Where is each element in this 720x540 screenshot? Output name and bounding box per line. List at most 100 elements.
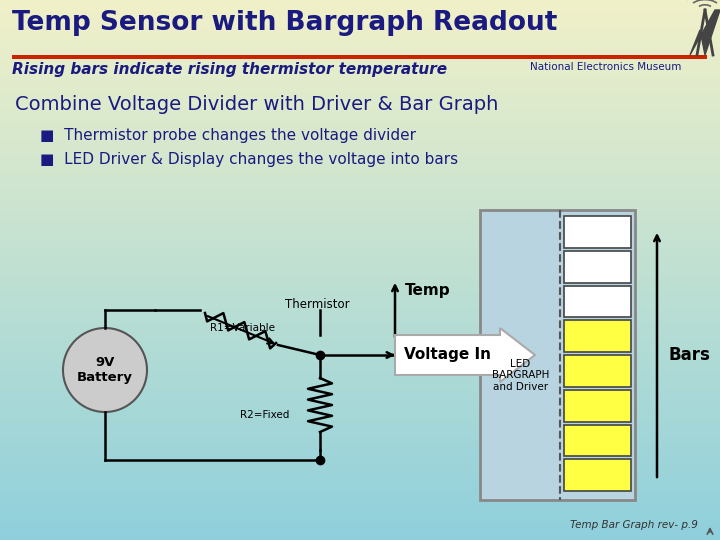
Bar	[0, 340, 720, 346]
Bar	[0, 329, 720, 335]
Bar	[12, 55, 707, 59]
Bar	[0, 38, 720, 43]
Bar	[0, 124, 720, 130]
Bar	[564, 390, 631, 422]
Bar	[0, 319, 720, 324]
Bar	[0, 535, 720, 540]
Bar	[0, 394, 720, 400]
FancyArrow shape	[395, 328, 535, 382]
Bar	[480, 210, 635, 500]
Bar	[564, 216, 631, 248]
Bar	[0, 410, 720, 416]
Bar	[564, 424, 631, 456]
Text: R2=Fixed: R2=Fixed	[240, 410, 289, 420]
Bar	[0, 259, 720, 265]
Circle shape	[63, 328, 147, 412]
Bar	[0, 238, 720, 243]
Bar	[0, 421, 720, 427]
Bar	[0, 324, 720, 329]
Bar	[0, 189, 720, 194]
Bar	[0, 146, 720, 151]
Bar	[0, 200, 720, 205]
Bar	[0, 383, 720, 389]
Bar	[0, 475, 720, 481]
Bar	[0, 529, 720, 535]
Bar	[0, 108, 720, 113]
Bar	[0, 140, 720, 146]
Bar	[0, 459, 720, 464]
Text: Voltage In: Voltage In	[404, 348, 491, 362]
Bar	[0, 432, 720, 437]
Bar	[0, 302, 720, 308]
Bar	[0, 43, 720, 49]
Text: R1=Variable: R1=Variable	[210, 323, 275, 333]
Bar	[0, 178, 720, 184]
Bar	[0, 443, 720, 448]
Text: 9V
Battery: 9V Battery	[77, 356, 133, 384]
Bar	[0, 502, 720, 508]
Bar	[0, 22, 720, 27]
Bar	[0, 518, 720, 524]
Bar	[0, 454, 720, 459]
Text: National Electronics Museum: National Electronics Museum	[530, 62, 681, 72]
Bar	[0, 130, 720, 135]
Bar	[0, 11, 720, 16]
Bar	[0, 254, 720, 259]
Text: Temp Sensor with Bargraph Readout: Temp Sensor with Bargraph Readout	[12, 10, 557, 36]
Bar	[0, 167, 720, 173]
Bar	[0, 351, 720, 356]
Bar	[0, 497, 720, 502]
Bar	[0, 486, 720, 491]
Bar	[0, 513, 720, 518]
Bar	[0, 362, 720, 367]
Bar	[0, 405, 720, 410]
Bar	[0, 211, 720, 216]
Text: Temp: Temp	[405, 282, 451, 298]
Bar	[0, 243, 720, 248]
Bar	[564, 286, 631, 317]
Text: Rising bars indicate rising thermistor temperature: Rising bars indicate rising thermistor t…	[12, 62, 447, 77]
Bar	[0, 194, 720, 200]
Text: LED
BARGRAPH
and Driver: LED BARGRAPH and Driver	[492, 359, 549, 392]
Bar	[0, 97, 720, 103]
Text: Bars: Bars	[669, 346, 711, 364]
Bar	[0, 92, 720, 97]
Text: Temp Bar Graph rev- p.9: Temp Bar Graph rev- p.9	[570, 520, 698, 530]
Bar	[564, 459, 631, 491]
Bar	[0, 248, 720, 254]
Bar	[0, 221, 720, 227]
Bar	[0, 59, 720, 65]
Bar	[0, 86, 720, 92]
Bar	[0, 27, 720, 32]
Bar	[0, 5, 720, 11]
Bar	[0, 275, 720, 281]
Bar	[0, 103, 720, 108]
Bar	[0, 173, 720, 178]
Bar	[0, 227, 720, 232]
Bar	[0, 308, 720, 313]
Bar	[564, 355, 631, 387]
Bar	[0, 81, 720, 86]
Polygon shape	[690, 10, 720, 55]
Bar	[0, 427, 720, 432]
Bar	[0, 54, 720, 59]
Bar	[0, 119, 720, 124]
Bar	[0, 232, 720, 238]
Bar	[0, 32, 720, 38]
Bar	[0, 481, 720, 486]
Bar	[0, 113, 720, 119]
Bar	[0, 16, 720, 22]
Bar	[0, 297, 720, 302]
Text: Combine Voltage Divider with Driver & Bar Graph: Combine Voltage Divider with Driver & Ba…	[15, 95, 498, 114]
Bar	[0, 49, 720, 54]
Bar	[0, 313, 720, 319]
Bar	[0, 162, 720, 167]
Bar	[0, 346, 720, 351]
Bar	[0, 389, 720, 394]
Bar	[0, 205, 720, 211]
Bar	[0, 508, 720, 513]
Bar	[0, 524, 720, 529]
Bar	[0, 470, 720, 475]
Bar	[0, 378, 720, 383]
Bar	[0, 356, 720, 362]
